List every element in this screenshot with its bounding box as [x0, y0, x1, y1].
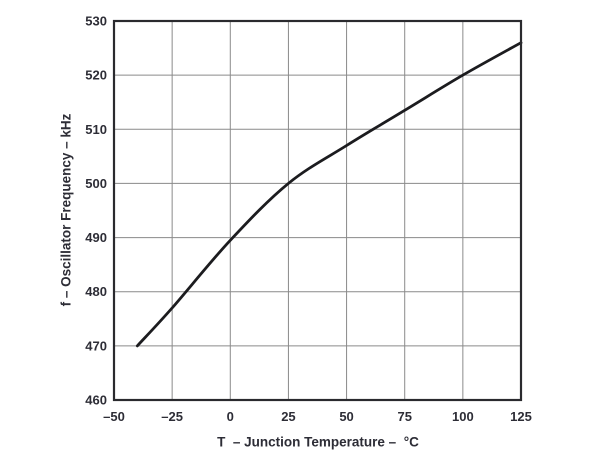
- y-tick-label: 530: [85, 14, 107, 29]
- y-tick-label: 510: [85, 122, 107, 137]
- x-tick-label: 0: [227, 409, 234, 424]
- x-tick-label: 50: [339, 409, 353, 424]
- y-tick-label: 460: [85, 393, 107, 408]
- x-tick-label: 25: [281, 409, 295, 424]
- x-tick-label: 100: [452, 409, 474, 424]
- x-tick-label: –25: [161, 409, 183, 424]
- x-tick-label: –50: [103, 409, 125, 424]
- x-axis-title: T – Junction Temperature – °C: [217, 434, 419, 450]
- frequency-curve: [135, 41, 523, 348]
- y-tick-label: 490: [85, 230, 107, 245]
- y-tick-label: 500: [85, 176, 107, 191]
- x-tick-label: 75: [397, 409, 411, 424]
- y-tick-label: 520: [85, 68, 107, 83]
- y-axis-title: f – Oscillator Frequency – kHz: [58, 113, 74, 307]
- y-tick-label: 470: [85, 338, 107, 353]
- plot-frame: [112, 19, 523, 402]
- y-tick-label: 480: [85, 284, 107, 299]
- x-tick-label: 125: [510, 409, 532, 424]
